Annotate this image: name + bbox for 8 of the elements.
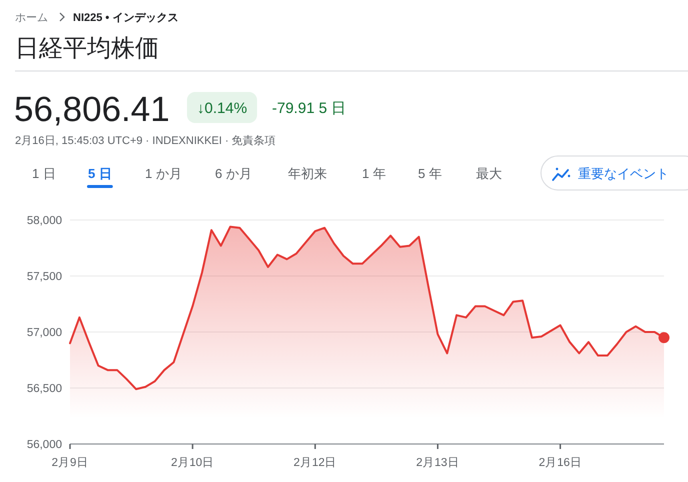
price: 56,806.41 xyxy=(14,90,170,129)
breadcrumb-current: NI225 • インデックス xyxy=(73,12,178,24)
change-percent: ↓0.14% xyxy=(197,100,248,117)
title: 日経平均株価 xyxy=(15,35,159,62)
change-value: -79.91 5 日 xyxy=(272,100,346,117)
timestamp-source: 2月16日, 15:45:03 UTC+9 · INDEXNIKKEI · 免責条項 xyxy=(15,135,276,147)
breadcrumb-home: ホーム xyxy=(15,12,48,24)
button-key-events: 重要なイベント xyxy=(578,166,669,181)
